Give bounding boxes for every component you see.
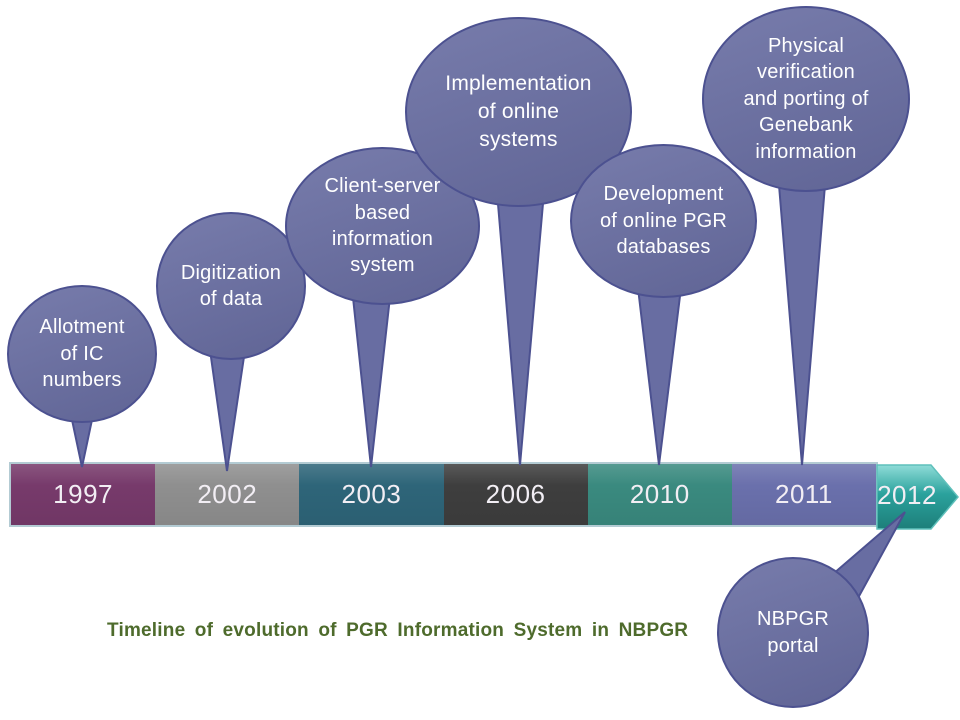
balloon-label: Implementation of online systems (445, 72, 592, 151)
timeline-segment-2002: 2002 (155, 464, 300, 525)
tail-pointer-2002 (208, 349, 247, 472)
caption: Timeline of evolution of PGR Information… (107, 620, 689, 641)
balloon-label: Allotment of IC numbers (39, 316, 125, 392)
balloon-label: Physical verification and porting of Gen… (743, 35, 869, 163)
timeline-segment-2011: 2011 (731, 464, 877, 525)
balloon-label: Client-server based information system (324, 175, 441, 277)
year-label-2002: 2002 (197, 479, 258, 509)
balloon-nbpgr-portal: NBPGR portal (717, 557, 869, 708)
balloon-development-online-pgr-databases: Development of online PGR databases (570, 144, 757, 298)
balloon-allotment-ic-numbers: Allotment of IC numbers (7, 285, 157, 423)
timeline-segment-2003: 2003 (299, 464, 444, 525)
tail-pointer-2010 (636, 287, 683, 466)
year-label-2011: 2011 (774, 479, 833, 509)
year-label-2010: 2010 (629, 479, 690, 509)
year-label-2012: 2012 (877, 479, 937, 510)
balloon-label: Digitization of data (180, 261, 282, 310)
balloon-digitization-of-data: Digitization of data (156, 212, 306, 360)
year-label-2006: 2006 (485, 479, 546, 509)
timeline-segment-1997: 1997 (11, 464, 156, 525)
year-label-2003: 2003 (341, 479, 402, 509)
balloon-label: NBPGR portal (756, 608, 830, 657)
timeline-bar: 1997 2002 2003 2006 2010 2011 (9, 462, 878, 527)
balloon-physical-verification-genebank: Physical verification and porting of Gen… (702, 6, 910, 192)
tail-pointer-2003 (350, 287, 393, 468)
timeline-segment-2010: 2010 (587, 464, 732, 525)
timeline-segment-2012: 2012 (877, 462, 937, 528)
timeline-segment-2006: 2006 (443, 464, 588, 525)
balloon-label: Development of online PGR databases (599, 183, 728, 259)
year-label-1997: 1997 (53, 479, 113, 509)
tail-pointer-2006 (495, 191, 546, 466)
tail-pointer-2011 (777, 184, 827, 466)
